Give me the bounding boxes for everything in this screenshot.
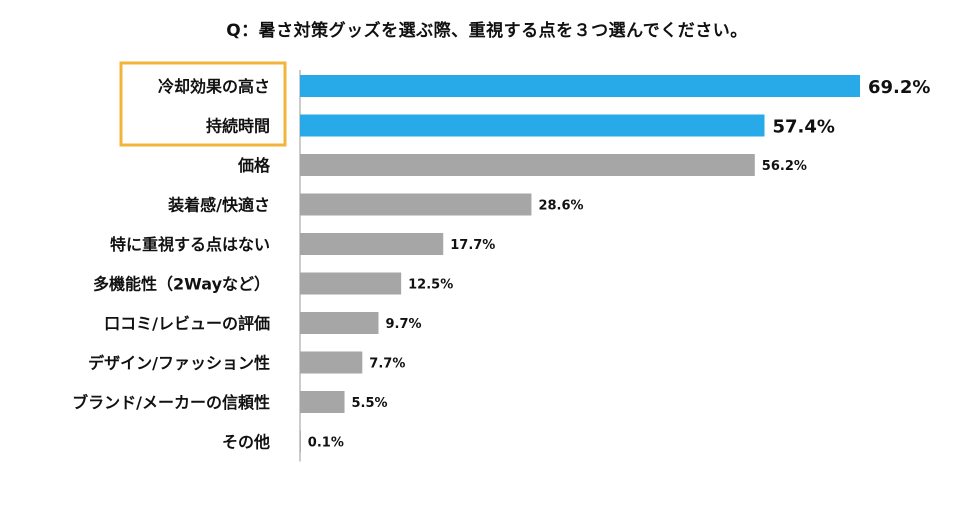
value-label: 12.5%: [408, 278, 453, 293]
value-label: 57.4%: [773, 117, 835, 138]
category-label: 価格: [237, 156, 271, 175]
category-label: 多機能性（2Wayなど）: [93, 275, 270, 294]
value-label: 56.2%: [762, 159, 807, 174]
value-label: 0.1%: [308, 436, 344, 451]
bar: [300, 154, 755, 176]
bar: [300, 193, 532, 216]
category-label: 装着感/快適さ: [167, 196, 270, 215]
bar: [300, 75, 860, 97]
value-label: 17.7%: [450, 238, 495, 253]
chart-title: Q：暑さ対策グッズを選ぶ際、重視する点を３つ選んでください。: [226, 21, 748, 41]
highlight-box: [119, 61, 287, 147]
bar: [300, 430, 301, 453]
bar: [300, 391, 345, 413]
category-label: 冷却効果の高さ: [158, 77, 270, 96]
category-label: その他: [222, 433, 270, 452]
category-label: 持続時間: [206, 117, 270, 136]
value-label: 69.2%: [868, 77, 930, 98]
bar: [300, 351, 363, 374]
bar: [300, 312, 379, 334]
bar: [300, 114, 765, 137]
value-label: 9.7%: [385, 317, 421, 332]
bar: [300, 272, 402, 295]
bar: [300, 233, 444, 255]
category-label: デザイン/ファッション性: [88, 354, 270, 373]
category-label: 特に重視する点はない: [110, 235, 270, 254]
value-label: 7.7%: [369, 357, 405, 372]
value-label: 28.6%: [538, 199, 583, 214]
value-label: 5.5%: [352, 396, 388, 411]
category-label: ブランド/メーカーの信頼性: [72, 393, 270, 412]
category-label: 口コミ/レビューの評価: [104, 314, 270, 333]
